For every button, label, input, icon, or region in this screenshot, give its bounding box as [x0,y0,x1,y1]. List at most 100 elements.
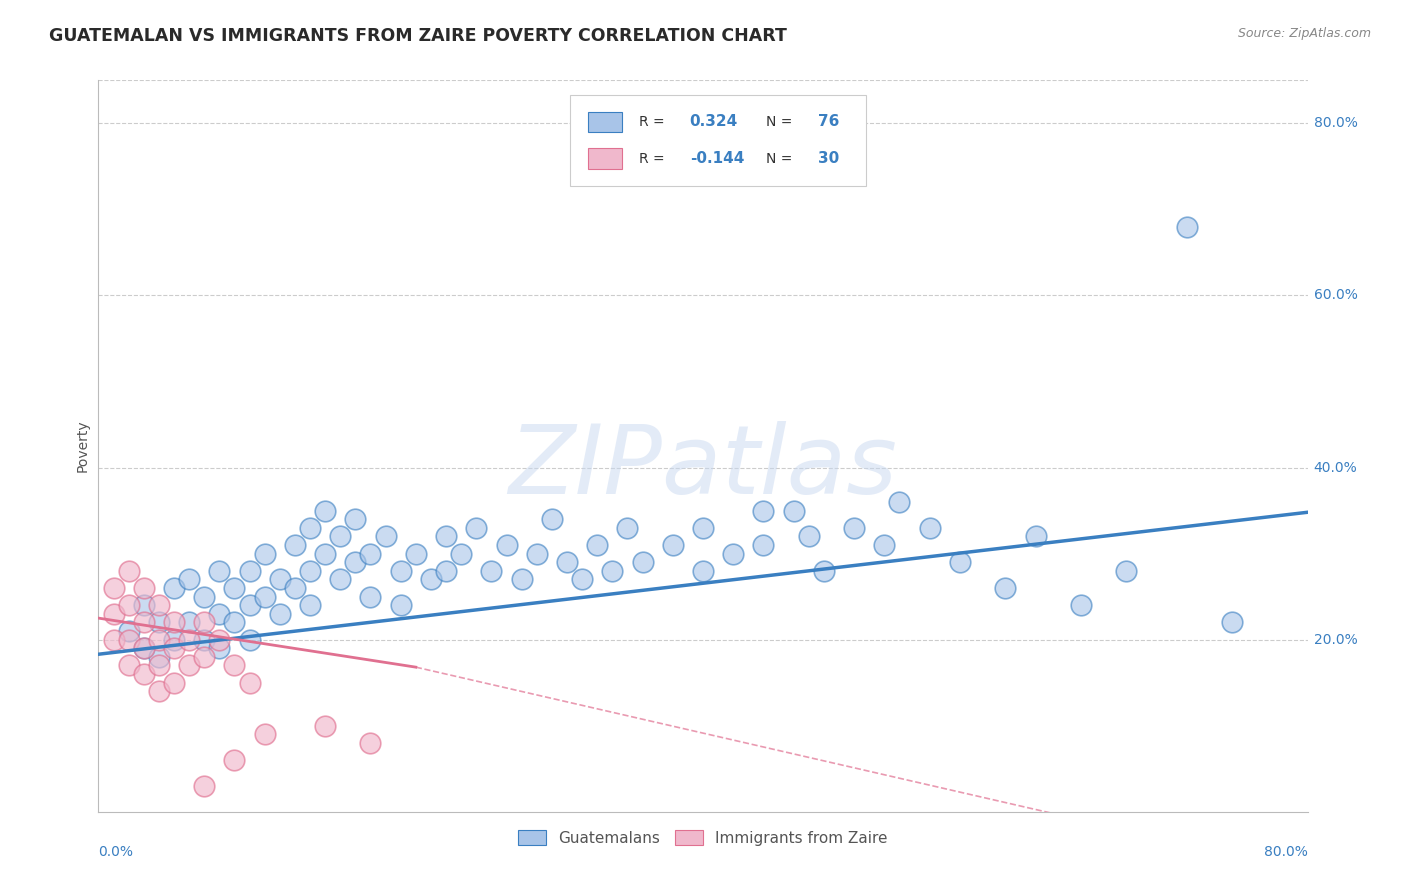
Point [208,607,231,621]
Point [389,564,412,578]
Point [692,564,714,578]
Point [163,632,186,647]
Point [224,658,246,673]
Point [631,555,654,569]
Point [208,564,231,578]
Point [783,503,806,517]
Point [314,503,336,517]
Text: N =: N = [766,115,792,129]
Point [616,521,638,535]
Point [434,564,457,578]
Point [661,538,683,552]
Point [1115,564,1137,578]
Point [163,581,186,595]
Point [179,658,201,673]
Point [193,779,215,793]
Point [481,564,503,578]
Point [224,753,246,767]
Point [132,598,155,612]
Point [889,495,911,509]
Point [797,529,820,543]
Point [949,555,972,569]
Point [420,573,443,587]
FancyBboxPatch shape [569,95,866,186]
Point [148,658,170,673]
Point [526,547,548,561]
Point [239,564,262,578]
Point [571,573,593,587]
Text: 40.0%: 40.0% [1313,460,1357,475]
Point [253,727,276,741]
Point [193,649,215,664]
Text: 60.0%: 60.0% [1313,288,1358,302]
Point [510,573,533,587]
Bar [588,112,621,132]
Point [752,503,775,517]
Point [405,547,427,561]
Point [329,573,352,587]
Point [179,632,201,647]
Point [132,667,155,681]
Point [208,632,231,647]
Point [239,598,262,612]
Text: R =: R = [638,152,665,166]
Point [148,615,170,630]
Text: 80.0%: 80.0% [1264,845,1308,859]
Point [299,598,322,612]
Point [148,632,170,647]
Point [239,632,262,647]
Point [329,529,352,543]
Point [253,547,276,561]
Point [344,555,367,569]
Point [193,615,215,630]
Point [269,573,291,587]
Point [540,512,562,526]
Point [994,581,1017,595]
Text: 76: 76 [818,114,839,129]
Point [389,598,412,612]
Text: GUATEMALAN VS IMMIGRANTS FROM ZAIRE POVERTY CORRELATION CHART: GUATEMALAN VS IMMIGRANTS FROM ZAIRE POVE… [49,27,787,45]
Point [434,529,457,543]
Y-axis label: Poverty: Poverty [76,420,90,472]
Point [132,641,155,656]
Point [360,590,382,604]
Point [450,547,472,561]
Text: 0.324: 0.324 [690,114,738,129]
Point [224,615,246,630]
Bar [588,148,621,169]
Text: 80.0%: 80.0% [1313,116,1358,130]
Point [314,719,336,733]
Point [193,590,215,604]
Point [555,555,578,569]
Point [239,675,262,690]
Point [179,573,201,587]
Point [193,632,215,647]
Point [495,538,517,552]
Point [103,632,125,647]
Point [813,564,835,578]
Point [1220,615,1243,630]
Text: 20.0%: 20.0% [1313,632,1357,647]
Point [103,607,125,621]
Point [299,521,322,535]
Point [118,598,141,612]
Point [344,512,367,526]
Point [269,607,291,621]
Point [118,564,141,578]
Point [602,564,624,578]
Point [752,538,775,552]
Point [284,581,307,595]
Point [360,547,382,561]
Point [148,598,170,612]
Text: ZIPatlas: ZIPatlas [509,421,897,515]
Point [844,521,866,535]
Text: R =: R = [638,115,665,129]
Point [314,547,336,561]
Point [360,736,382,750]
Point [1024,529,1046,543]
Point [132,581,155,595]
Text: -0.144: -0.144 [690,151,744,166]
Text: 30: 30 [818,151,839,166]
Point [299,564,322,578]
Point [253,590,276,604]
